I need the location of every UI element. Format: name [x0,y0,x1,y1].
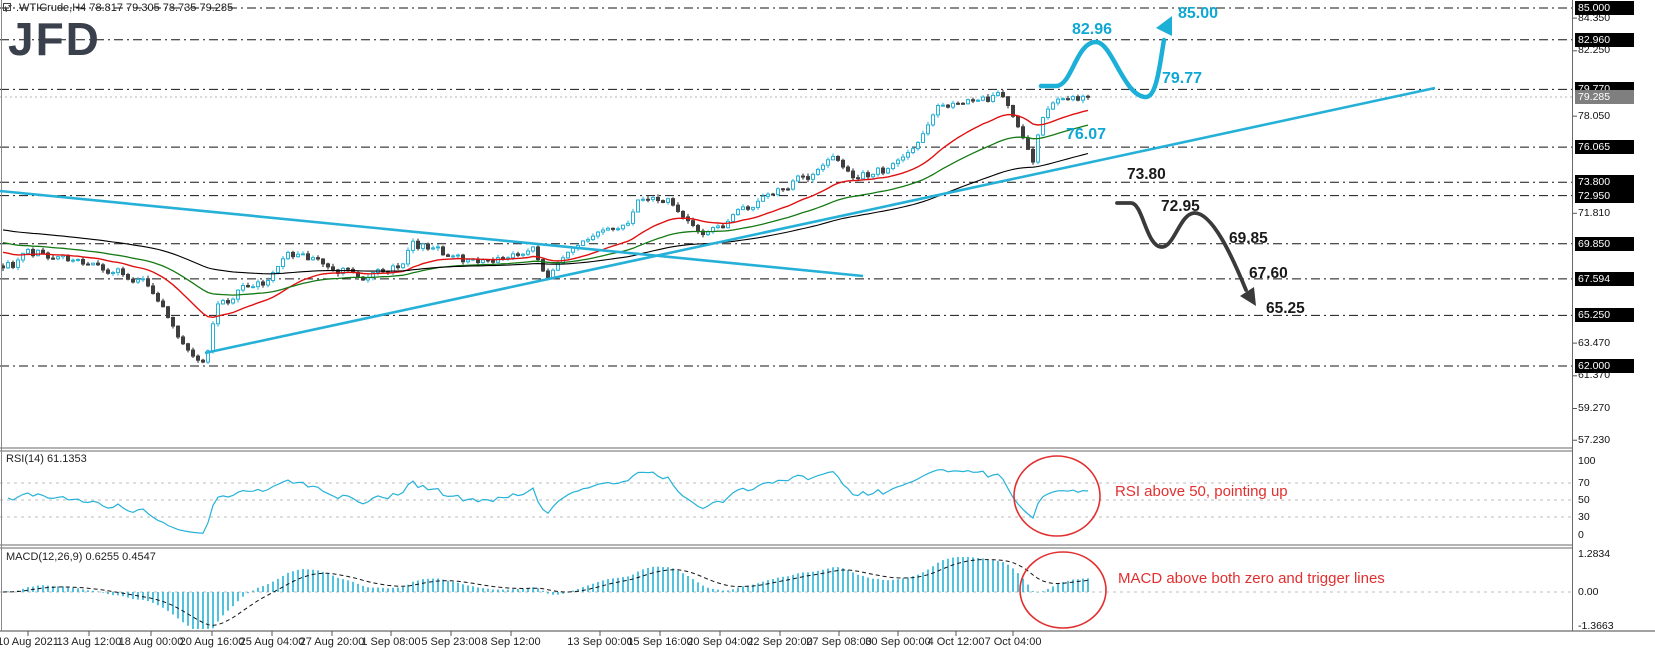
grid-layer [0,7,1577,593]
ascending-trendline [204,86,1436,355]
mid-ma [2,124,1089,296]
candlestick-layer [2,89,1090,364]
rsi-line [7,469,1089,534]
fast-ma [2,109,1089,319]
macd-signal-line [2,559,1089,626]
rsi-highlight-circle [1013,455,1101,537]
bullish-projection-arrow [1038,37,1167,100]
macd-highlight-circle [1019,551,1107,629]
bullish-arrowhead [1156,16,1172,36]
bearish-arrowhead [1240,287,1256,306]
macd-histogram [7,556,1089,629]
descending-trendline [0,189,864,278]
bearish-projection-arrow [1115,201,1248,292]
slow-ma [2,152,1089,275]
